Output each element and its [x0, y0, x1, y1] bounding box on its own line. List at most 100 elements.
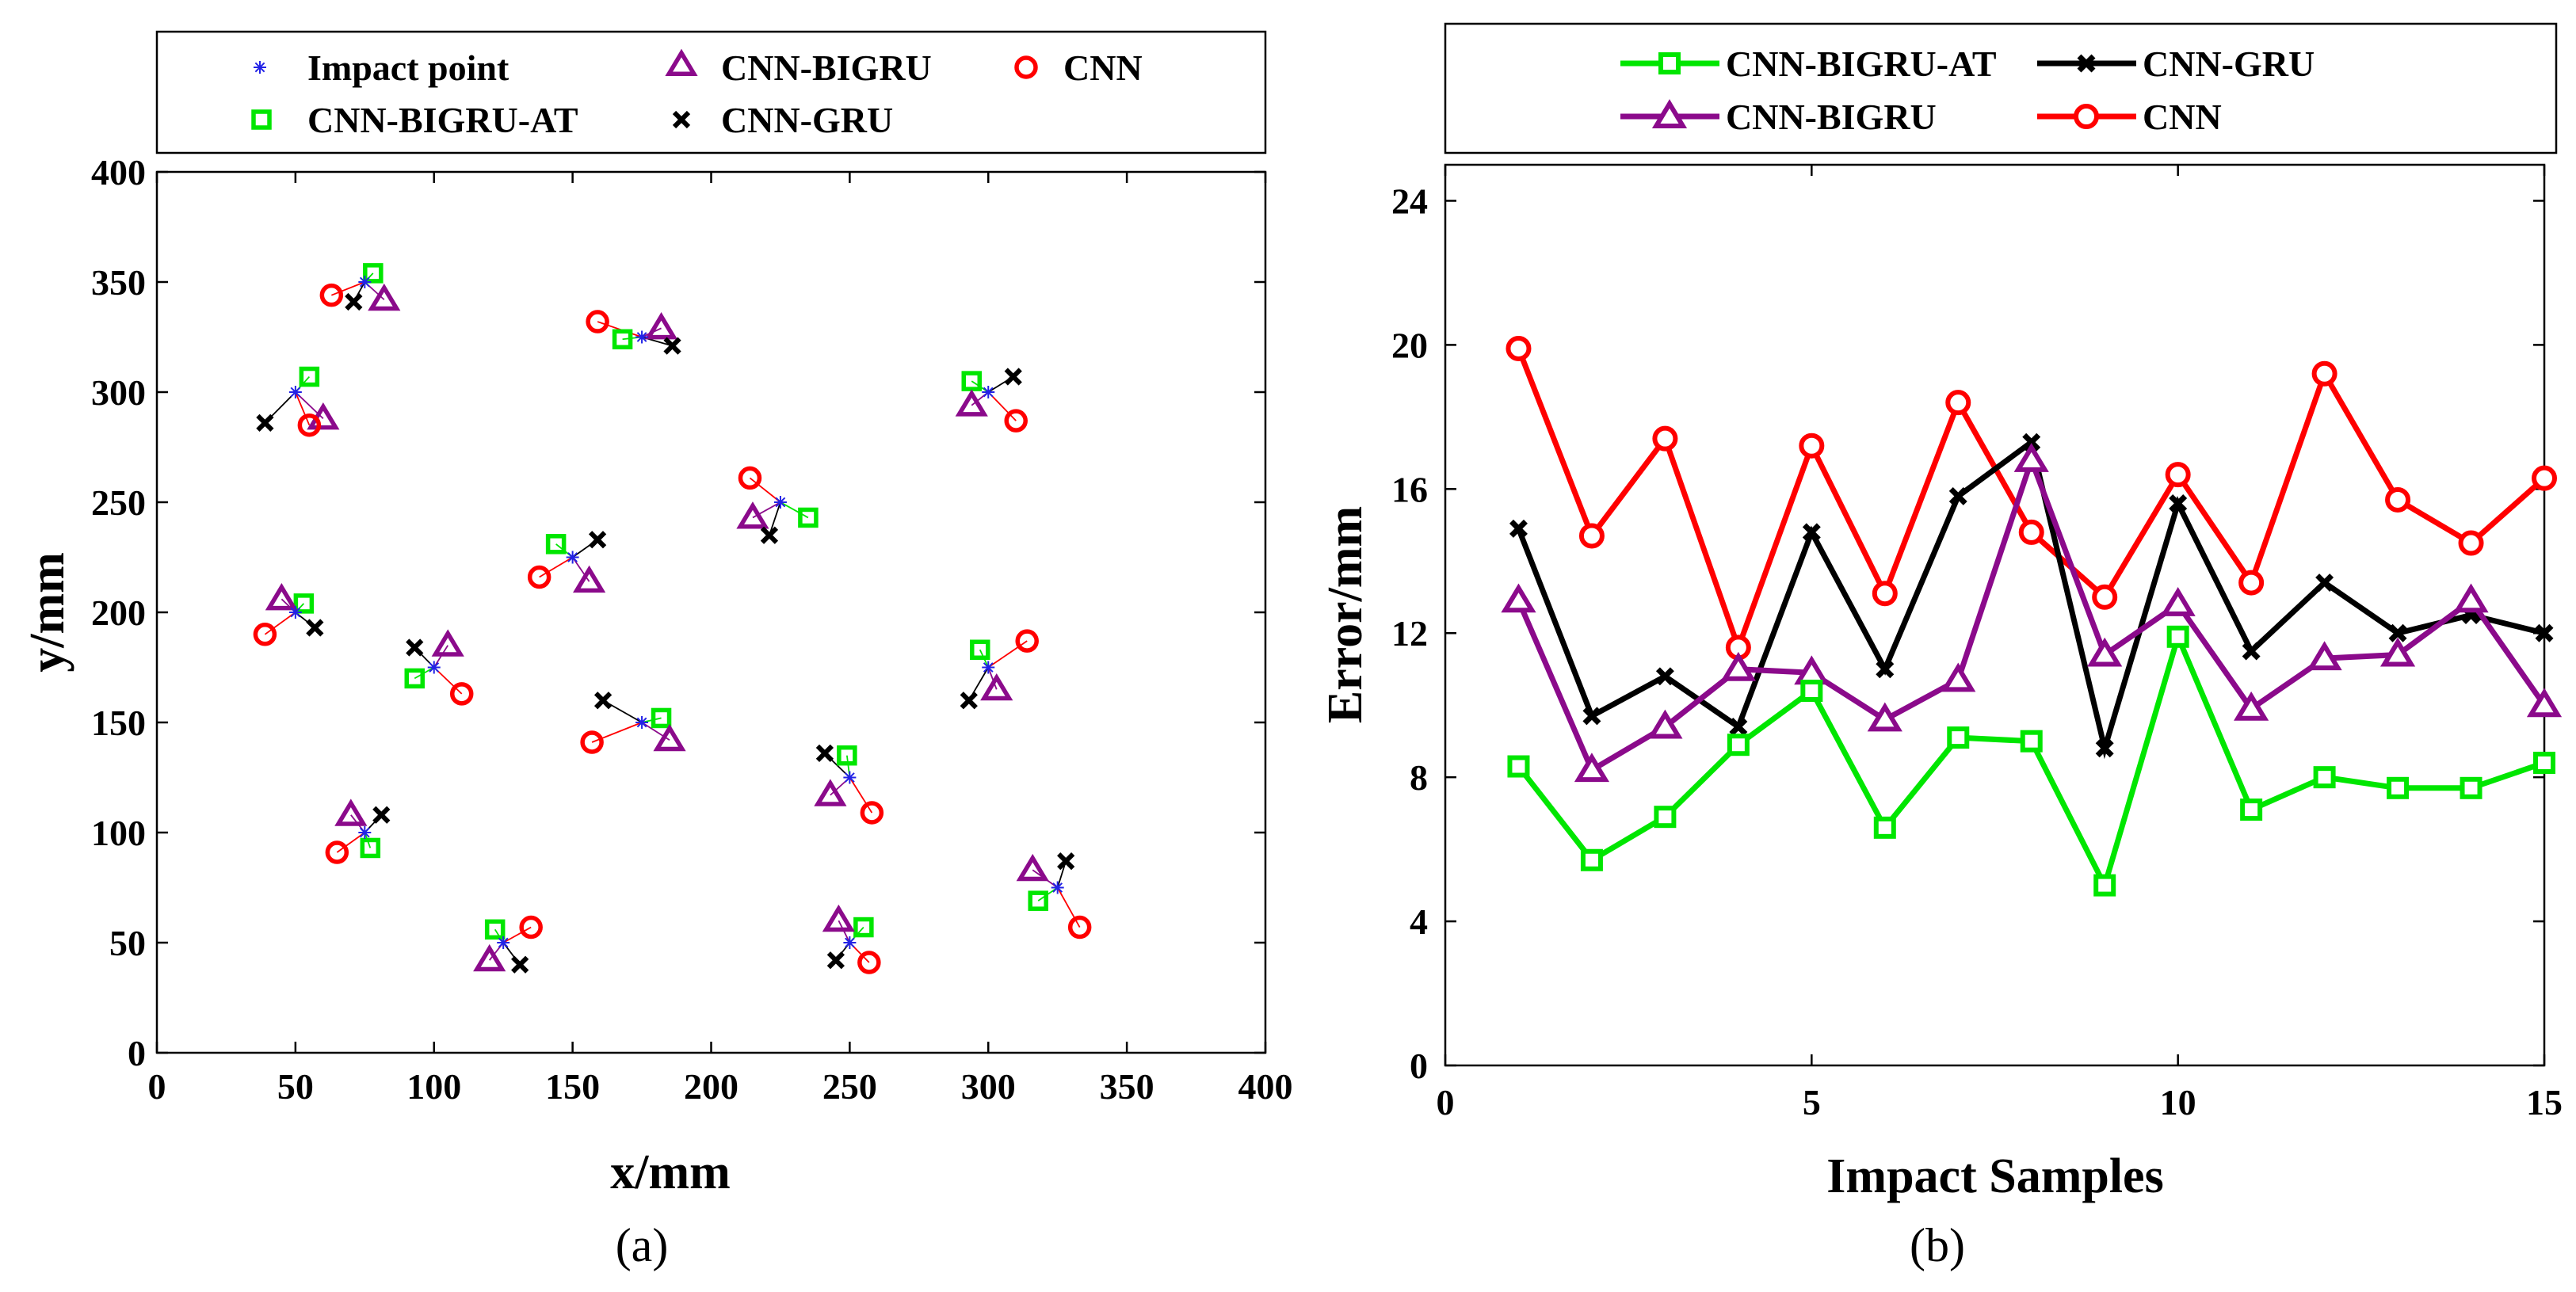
point-bigru [653, 723, 686, 752]
series-gru-point [2095, 739, 2114, 758]
series-cnn-point [1872, 581, 1898, 607]
point-at [363, 263, 384, 284]
point-at [404, 668, 426, 689]
panel-b-y-tick-label: 8 [1410, 757, 1428, 798]
point-gru [256, 414, 274, 433]
panel-b-x-tick-label: 10 [2160, 1082, 2196, 1122]
error-line-cnn [331, 281, 365, 296]
point-impact [982, 661, 995, 674]
panel-a-x-tick-label: 50 [277, 1066, 314, 1107]
point-gru [663, 337, 681, 355]
panel-b-x-tick-label: 5 [1803, 1082, 1821, 1122]
point-gru [593, 692, 613, 710]
panel-a-legend-box [155, 30, 1267, 154]
series-gru-point [1509, 519, 1528, 538]
panel-a-y-tick-label: 350 [91, 262, 146, 303]
impact-group-8 [404, 629, 474, 706]
series-gru-point [2535, 623, 2554, 642]
series-at-point [1800, 680, 1823, 703]
impact-group-15 [822, 904, 881, 974]
series-gru-point [2388, 623, 2407, 642]
point-at [484, 919, 506, 940]
series-at-point [2240, 798, 2263, 821]
point-cnn [860, 801, 884, 825]
legend-b-gru-line [2037, 54, 2136, 73]
series-at-point [1727, 734, 1750, 757]
panel-a: Impact point CNN-BIGRU CNN CNN-BIGRU-AT … [21, 30, 1293, 1271]
panel-b-data [1501, 335, 2563, 897]
point-impact [843, 771, 857, 784]
panel-b-y-tick-label: 12 [1391, 613, 1428, 654]
legend-b-bigru-glyph [1651, 99, 1688, 128]
legend-a-cnn-marker [1014, 55, 1038, 79]
error-line-cnn [295, 391, 311, 426]
point-cnn [519, 915, 543, 939]
panel-a-plot-frame [155, 170, 1267, 1054]
point-gru [406, 638, 424, 657]
panel-a-caption: (a) [616, 1219, 669, 1271]
legend-a-at-glyph [251, 109, 272, 130]
legend-b-cnn-label: CNN [2143, 97, 2222, 137]
panel-a-y-tick-label: 0 [128, 1033, 146, 1073]
impact-group-11 [814, 744, 884, 825]
point-impact [1051, 881, 1064, 894]
impact-group-10 [580, 692, 686, 754]
legend-a-at-marker [251, 109, 272, 130]
panel-b-legend: CNN-BIGRU-AT CNN-GRU CNN-BIGRU CNN [1620, 44, 2315, 137]
panel-a-legend: Impact point CNN-BIGRU CNN CNN-BIGRU-AT … [251, 48, 1143, 140]
impact-group-9 [960, 629, 1039, 710]
series-at-point [2313, 766, 2336, 789]
series-at-point [2020, 730, 2043, 753]
point-bigru [368, 283, 401, 311]
series-cnn-point [1652, 425, 1678, 452]
series-cnn-point [1799, 433, 1825, 459]
series-gru-point [1729, 718, 1748, 736]
panel-a-x-tick-label: 400 [1238, 1066, 1293, 1107]
series-bigru-point [1720, 651, 1756, 681]
series-cnn-point [2092, 584, 2118, 610]
series-cnn-point [2165, 462, 2191, 488]
point-bigru [1016, 853, 1049, 882]
legend-a-gru: CNN-GRU [672, 100, 893, 140]
legend-a-cnn: CNN [1014, 48, 1143, 88]
impact-group-12 [325, 798, 391, 864]
error-line-cnn [1056, 887, 1081, 928]
point-at [853, 917, 874, 938]
series-bigru-point [2379, 637, 2416, 667]
series-at-point [1947, 726, 1970, 749]
error-line-cnn [539, 556, 574, 578]
point-at [961, 371, 983, 391]
panel-b-y-ticks: 0 4 8 12 16 20 24 [1391, 181, 2544, 1086]
series-at-point [1580, 848, 1603, 871]
panel-b-y-tick-label: 20 [1391, 325, 1428, 365]
point-bigru [473, 943, 506, 972]
panel-a-x-tick-label: 350 [1100, 1066, 1154, 1107]
legend-a-gru-label: CNN-GRU [721, 100, 893, 140]
series-cnn-point [1945, 390, 1971, 416]
panel-a-y-tick-label: 150 [91, 703, 146, 743]
panel-b-x-label: Impact Samples [1826, 1149, 2163, 1203]
series-bigru-point [2307, 641, 2342, 671]
point-cnn [527, 565, 551, 589]
point-gru [826, 951, 845, 970]
point-bigru [431, 629, 464, 657]
panel-a-x-tick-label: 250 [822, 1066, 877, 1107]
legend-b-at-label: CNN-BIGRU-AT [1726, 44, 1997, 84]
point-cnn [738, 466, 762, 490]
point-cnn [580, 730, 604, 754]
point-bigru [334, 798, 368, 826]
point-cnn [449, 682, 474, 706]
error-line-cnn [433, 666, 463, 695]
panel-b-y-tick-label: 4 [1410, 901, 1428, 942]
impact-group-6 [527, 531, 607, 593]
panel-b-y-tick-label: 24 [1391, 181, 1428, 221]
point-gru [1057, 852, 1075, 871]
series-bigru-point [1867, 702, 1902, 732]
panel-a-x-tick-label: 0 [148, 1066, 166, 1107]
legend-b-bigru: CNN-BIGRU [1620, 97, 1937, 137]
point-gru [306, 619, 324, 637]
series-at-point [1507, 755, 1530, 778]
legend-a-bigru-label: CNN-BIGRU [721, 48, 932, 88]
series-bigru-point [2013, 443, 2049, 472]
